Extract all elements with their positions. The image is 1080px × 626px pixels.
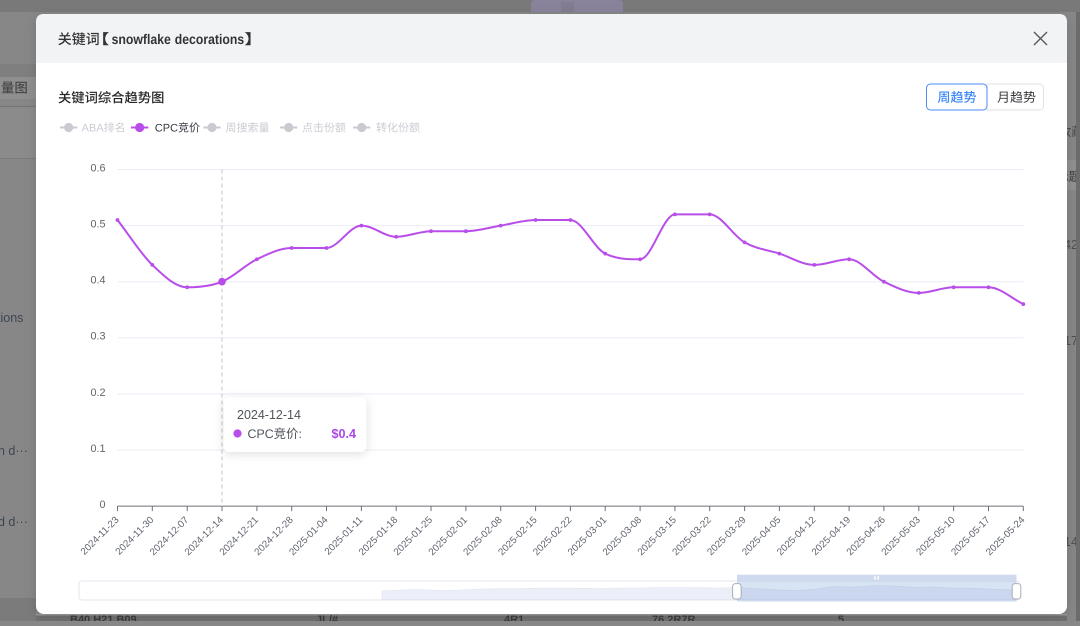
svg-text:d d···: d d··· (0, 515, 28, 529)
svg-text:0.6: 0.6 (90, 162, 105, 174)
svg-text:0.2: 0.2 (90, 387, 105, 399)
svg-text:2024-12-14: 2024-12-14 (237, 408, 301, 422)
svg-text:0.5: 0.5 (90, 219, 105, 231)
svg-text:0.3: 0.3 (90, 331, 105, 343)
svg-text:tions: tions (0, 311, 23, 325)
svg-text:$0.4: $0.4 (331, 427, 356, 441)
svg-text:4R1: 4R1 (504, 614, 524, 621)
svg-text:14: 14 (1064, 535, 1078, 549)
svg-text:17: 17 (1064, 334, 1078, 348)
svg-text:5: 5 (838, 614, 844, 621)
svg-text:76 2R7R: 76 2R7R (652, 614, 695, 621)
svg-text:42: 42 (1064, 238, 1078, 252)
svg-text:JL/#: JL/# (316, 614, 338, 621)
svg-text:B40 H21 B09: B40 H21 B09 (70, 614, 137, 621)
svg-text:0: 0 (99, 499, 105, 511)
svg-text:0.1: 0.1 (90, 443, 105, 455)
svg-text:0.4: 0.4 (90, 275, 105, 287)
svg-text:n d···: n d··· (0, 444, 28, 458)
